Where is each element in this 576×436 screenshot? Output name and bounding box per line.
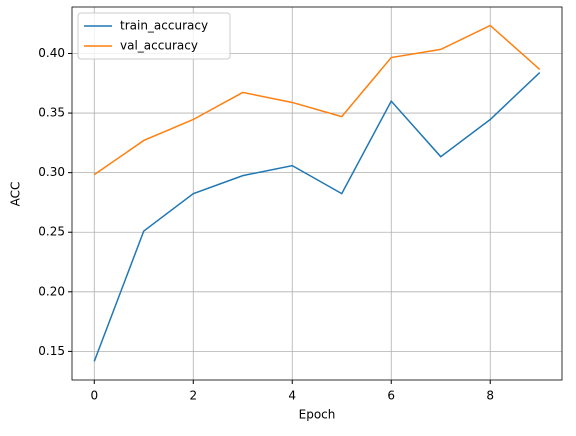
x-axis-label: Epoch <box>299 408 336 422</box>
y-axis-label: ACC <box>9 182 23 207</box>
legend-label: val_accuracy <box>120 39 198 53</box>
line <box>93 71 541 362</box>
y-tick-label: 0.25 <box>38 225 65 239</box>
x-tick-label: 2 <box>189 389 197 403</box>
x-tick-label: 4 <box>288 389 296 403</box>
y-tick-label: 0.35 <box>38 106 65 120</box>
legend-label: train_accuracy <box>120 19 208 33</box>
y-tick-label: 0.40 <box>38 46 65 60</box>
x-tick-label: 6 <box>387 389 395 403</box>
line <box>93 24 541 176</box>
plot-frame <box>71 6 563 381</box>
y-tick-label: 0.15 <box>38 344 65 358</box>
y-tick-label: 0.20 <box>38 284 65 298</box>
x-tick-label: 8 <box>486 389 494 403</box>
x-tick-label: 0 <box>90 389 98 403</box>
legend <box>77 12 231 60</box>
y-tick-label: 0.30 <box>38 165 65 179</box>
